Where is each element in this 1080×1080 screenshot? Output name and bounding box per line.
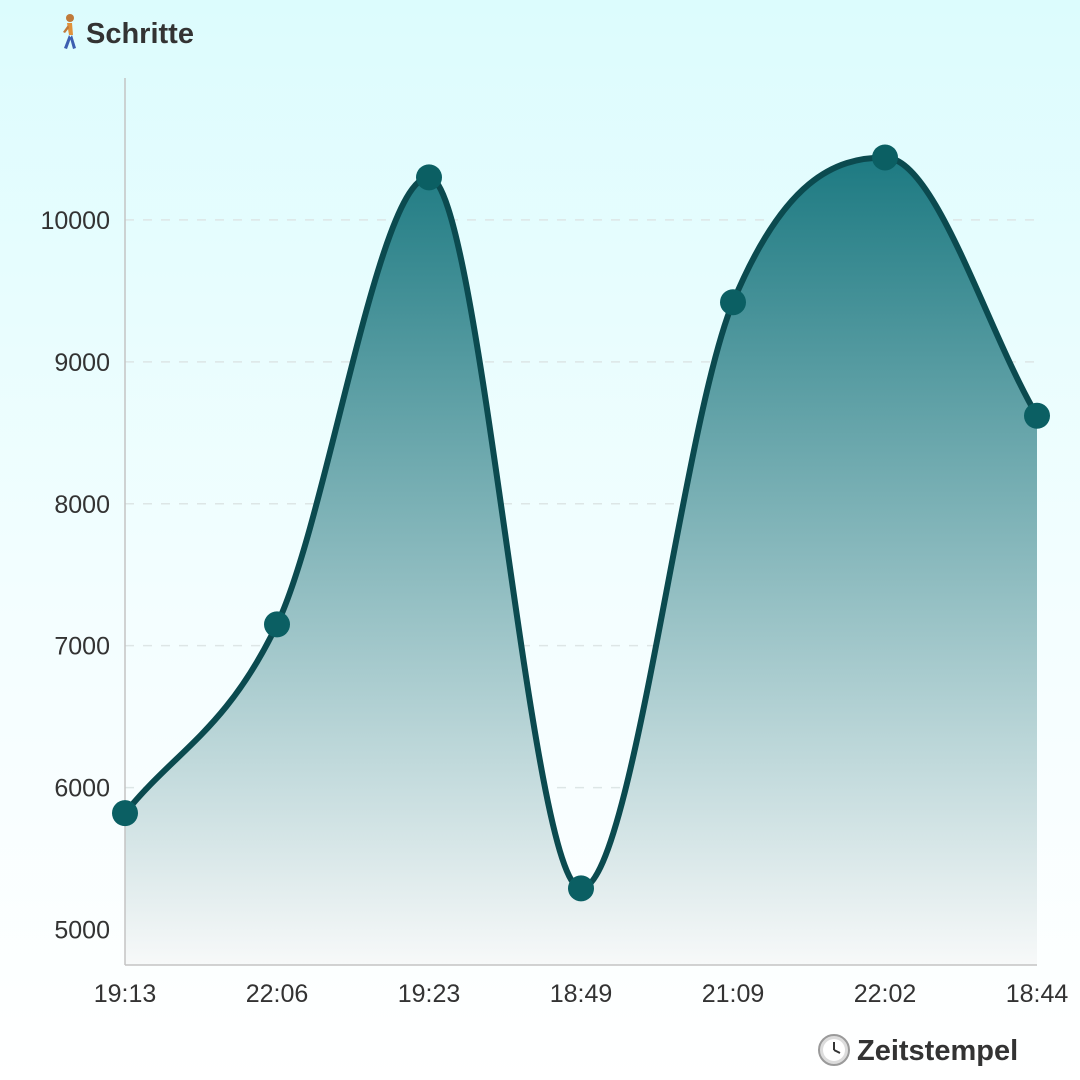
data-points bbox=[112, 144, 1050, 902]
data-point bbox=[720, 289, 746, 316]
data-point bbox=[872, 144, 898, 171]
x-tick-label: 18:49 bbox=[550, 980, 613, 1008]
y-tick-label: 10000 bbox=[40, 207, 110, 235]
data-point bbox=[264, 611, 290, 638]
data-point bbox=[1024, 402, 1050, 429]
walking-person-icon bbox=[63, 14, 76, 49]
y-tick-labels: 5000 6000 7000 8000 9000 10000 bbox=[40, 207, 110, 945]
y-tick-label: 6000 bbox=[54, 775, 110, 803]
y-tick-label: 5000 bbox=[54, 917, 110, 945]
x-tick-label: 18:44 bbox=[1006, 980, 1069, 1008]
x-tick-labels: 19:13 22:06 19:23 18:49 21:09 22:02 18:44 bbox=[94, 980, 1069, 1008]
y-tick-label: 7000 bbox=[54, 633, 110, 661]
data-point bbox=[112, 800, 138, 827]
x-axis-title-group: Zeitstempel bbox=[818, 1034, 1018, 1067]
data-point bbox=[416, 164, 442, 191]
y-axis-title-group: Schritte bbox=[63, 14, 194, 50]
y-axis-title: Schritte bbox=[86, 18, 194, 50]
clock-icon bbox=[818, 1034, 850, 1066]
x-tick-label: 21:09 bbox=[702, 980, 765, 1008]
x-tick-label: 22:02 bbox=[854, 980, 917, 1008]
area-fill bbox=[125, 157, 1037, 965]
x-tick-label: 22:06 bbox=[246, 980, 309, 1008]
series-area bbox=[125, 157, 1037, 965]
data-point bbox=[568, 875, 594, 902]
y-tick-label: 8000 bbox=[54, 491, 110, 519]
series-line bbox=[122, 154, 1040, 892]
y-tick-label: 9000 bbox=[54, 349, 110, 377]
series-line-path bbox=[122, 154, 1040, 892]
x-axis-title: Zeitstempel bbox=[857, 1035, 1018, 1067]
x-tick-label: 19:13 bbox=[94, 980, 157, 1008]
x-tick-label: 19:23 bbox=[398, 980, 461, 1008]
